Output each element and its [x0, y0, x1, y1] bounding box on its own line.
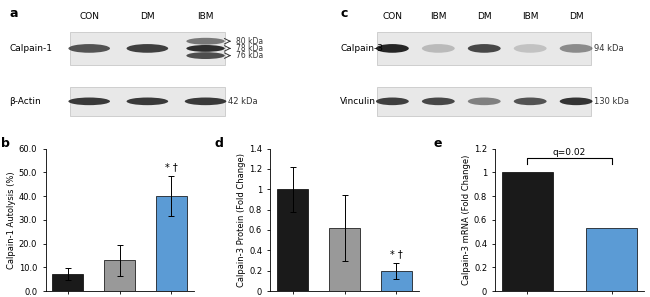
- Ellipse shape: [514, 44, 547, 53]
- Text: IBM: IBM: [522, 12, 538, 21]
- Text: e: e: [434, 137, 442, 150]
- Text: 76 kDa: 76 kDa: [235, 51, 263, 60]
- Text: IBM: IBM: [198, 12, 214, 21]
- Ellipse shape: [187, 52, 225, 59]
- Ellipse shape: [187, 45, 225, 52]
- FancyBboxPatch shape: [70, 32, 225, 65]
- Bar: [104, 260, 135, 291]
- Text: 94 kDa: 94 kDa: [594, 44, 623, 53]
- Text: Vinculin: Vinculin: [341, 97, 376, 106]
- Y-axis label: Calpain-3 mRNA (Fold Change): Calpain-3 mRNA (Fold Change): [462, 155, 471, 285]
- Ellipse shape: [560, 44, 593, 53]
- Bar: [586, 228, 637, 291]
- Bar: [277, 189, 308, 291]
- Text: Calpain-1: Calpain-1: [10, 44, 53, 53]
- Text: CON: CON: [79, 12, 99, 21]
- Text: CON: CON: [382, 12, 402, 21]
- Bar: [502, 172, 552, 291]
- FancyBboxPatch shape: [377, 87, 592, 116]
- Text: DM: DM: [477, 12, 491, 21]
- Text: * †: * †: [165, 162, 177, 172]
- Ellipse shape: [560, 97, 593, 105]
- Ellipse shape: [187, 38, 225, 45]
- Text: a: a: [10, 7, 18, 20]
- Bar: [52, 274, 83, 291]
- Text: Calpain-3: Calpain-3: [341, 44, 384, 53]
- Ellipse shape: [468, 44, 500, 53]
- Text: b: b: [1, 137, 10, 150]
- Ellipse shape: [68, 44, 110, 53]
- FancyBboxPatch shape: [70, 87, 225, 116]
- Text: 42 kDa: 42 kDa: [228, 97, 257, 106]
- Text: 80 kDa: 80 kDa: [235, 37, 263, 46]
- Ellipse shape: [68, 97, 110, 105]
- Text: 78 kDa: 78 kDa: [235, 44, 263, 53]
- Text: * †: * †: [390, 249, 402, 260]
- Text: DM: DM: [569, 12, 584, 21]
- Y-axis label: Calpain-3 Protein (Fold Change): Calpain-3 Protein (Fold Change): [237, 153, 246, 287]
- Text: β-Actin: β-Actin: [10, 97, 42, 106]
- Ellipse shape: [514, 97, 547, 105]
- Bar: [156, 196, 187, 291]
- Ellipse shape: [376, 97, 409, 105]
- Ellipse shape: [468, 97, 500, 105]
- Text: DM: DM: [140, 12, 155, 21]
- Text: 130 kDa: 130 kDa: [594, 97, 629, 106]
- Y-axis label: Calpain-1 Autolysis (%): Calpain-1 Autolysis (%): [7, 171, 16, 268]
- Ellipse shape: [127, 44, 168, 53]
- Text: q=0.02: q=0.02: [553, 148, 586, 157]
- FancyBboxPatch shape: [377, 32, 592, 65]
- Ellipse shape: [422, 44, 455, 53]
- Text: IBM: IBM: [430, 12, 447, 21]
- Bar: [381, 271, 412, 291]
- Ellipse shape: [422, 97, 455, 105]
- Bar: [329, 228, 360, 291]
- Ellipse shape: [185, 97, 226, 105]
- Text: d: d: [214, 137, 223, 150]
- Text: c: c: [341, 7, 348, 20]
- Ellipse shape: [376, 44, 409, 53]
- Ellipse shape: [127, 97, 168, 105]
